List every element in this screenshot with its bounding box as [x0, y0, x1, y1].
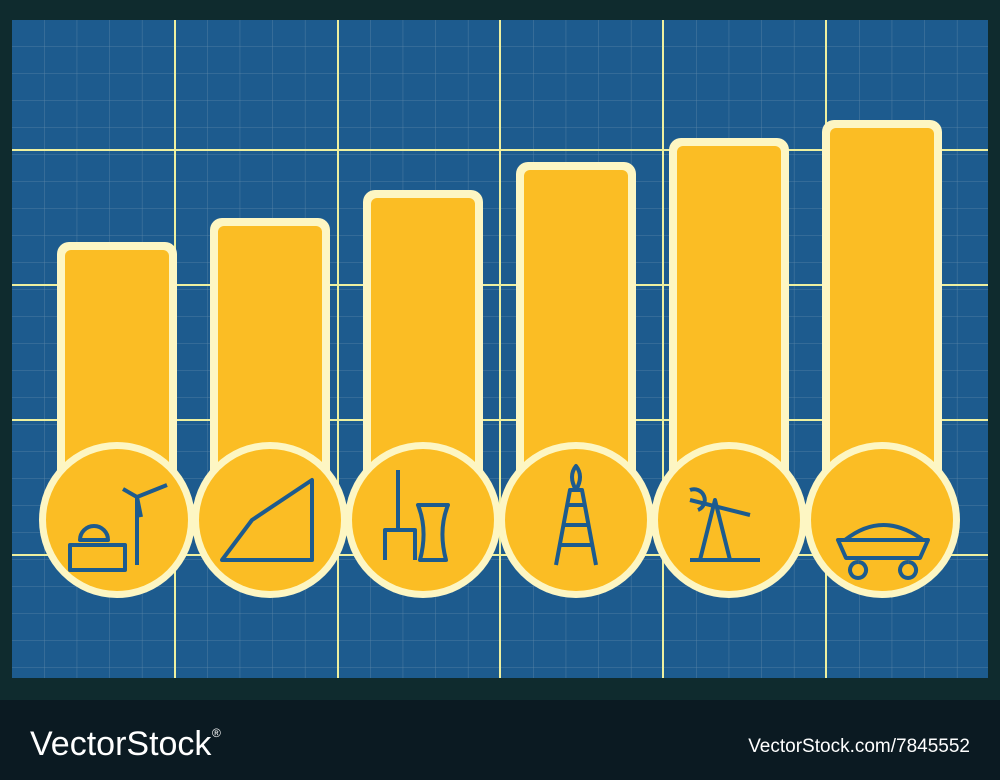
bar	[371, 198, 475, 522]
energy-icon	[554, 464, 598, 566]
bar	[524, 170, 628, 522]
bar-group	[498, 162, 654, 598]
icon-badge	[199, 449, 341, 591]
bar-group	[39, 242, 195, 598]
bar	[677, 146, 781, 522]
energy-icon	[220, 478, 314, 562]
bars	[39, 120, 960, 598]
bar-group	[192, 218, 348, 598]
energy-icon	[383, 470, 450, 562]
bar-group	[804, 120, 960, 598]
icon-badge	[505, 449, 647, 591]
watermark-bar	[0, 700, 1000, 780]
url: VectorStock.com/7845552	[748, 736, 970, 757]
registered-mark: ®	[212, 726, 221, 740]
bar	[830, 128, 934, 522]
icon-badge	[46, 449, 188, 591]
bar-group	[345, 190, 501, 598]
icon-badge	[658, 449, 800, 591]
bar-group	[651, 138, 807, 598]
energy-icon	[689, 487, 760, 562]
energy-icon	[68, 483, 168, 572]
icon-badge	[811, 449, 953, 591]
energy-icon	[836, 523, 930, 580]
brand: VectorStock	[30, 725, 212, 763]
